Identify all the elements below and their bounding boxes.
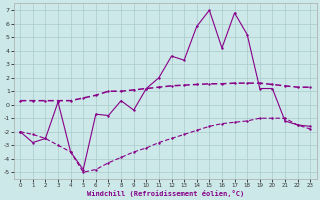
X-axis label: Windchill (Refroidissement éolien,°C): Windchill (Refroidissement éolien,°C): [87, 190, 244, 197]
